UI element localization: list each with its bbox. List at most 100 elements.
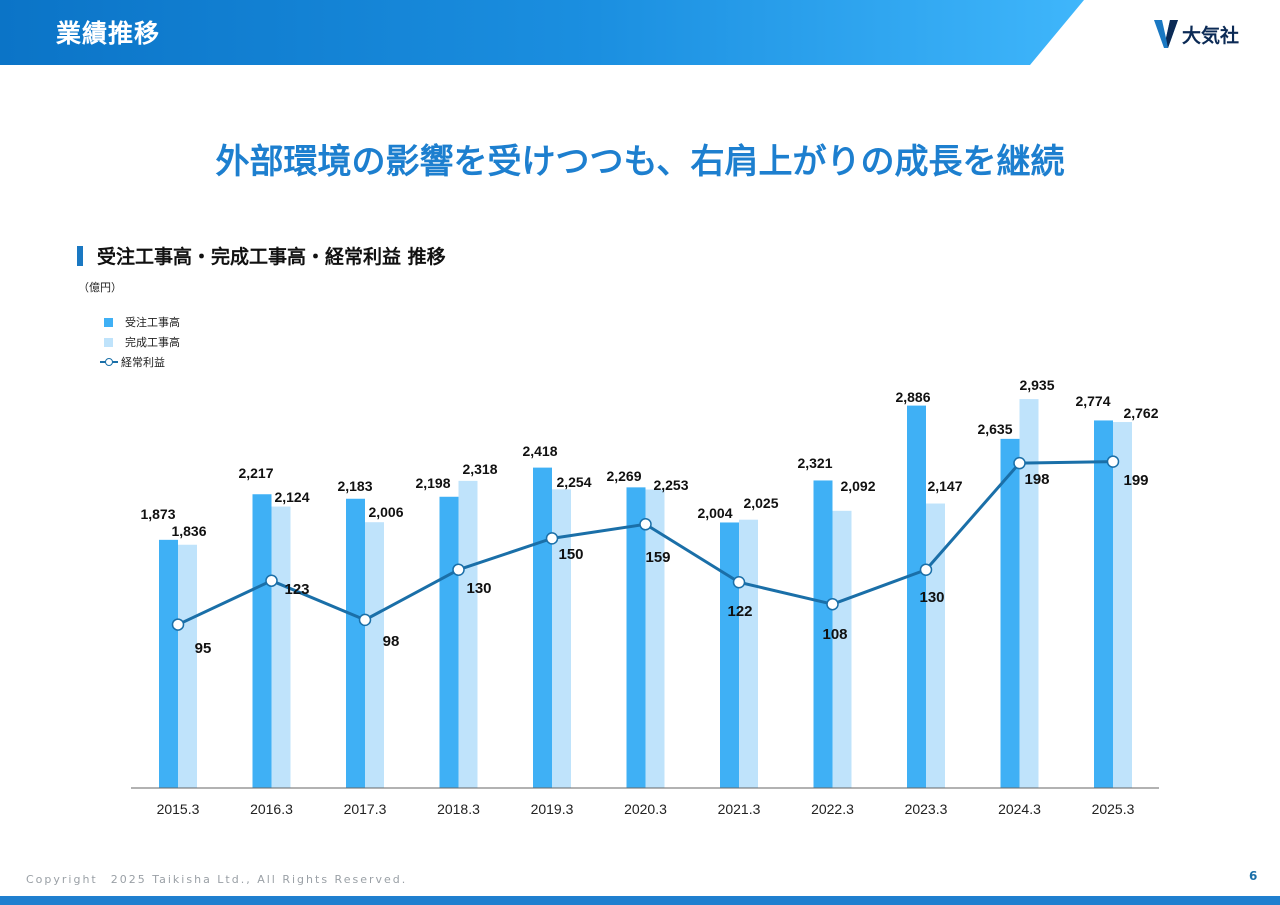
data-label-profit: 150 [558, 546, 583, 563]
data-label-completed: 2,762 [1123, 405, 1158, 421]
bar-orders [252, 494, 272, 788]
profit-point [545, 532, 559, 545]
data-label-profit: 123 [284, 581, 309, 598]
bar-completed [271, 506, 291, 788]
bar-completed [1019, 399, 1039, 788]
profit-point [639, 518, 652, 531]
x-tick-label: 2024.3 [998, 801, 1041, 817]
data-label-profit: 198 [1024, 471, 1049, 488]
data-label-orders: 2,217 [238, 465, 273, 481]
bar-orders [907, 405, 926, 788]
profit-point [171, 618, 185, 631]
profit-point [1013, 456, 1026, 470]
company-logo: 大気社 [1152, 18, 1239, 50]
logo-text: 大気社 [1182, 24, 1240, 47]
section-title: 受注工事高・完成工事高・経常利益 推移 [77, 242, 446, 269]
x-tick-label: 2018.3 [437, 801, 480, 817]
bar-orders [346, 498, 365, 788]
data-label-completed: 2,025 [743, 495, 778, 511]
data-label-profit: 130 [466, 580, 491, 597]
data-label-completed: 2,092 [840, 478, 875, 494]
bar-completed [365, 522, 384, 788]
legend-swatch-completed [104, 337, 113, 347]
section-marker [77, 245, 83, 266]
data-label-profit: 95 [195, 640, 212, 657]
data-label-completed: 1,836 [171, 523, 206, 539]
data-label-profit: 98 [383, 633, 400, 650]
data-label-orders: 2,198 [415, 475, 450, 491]
copyright: Copyright 2025 Taikisha Ltd., All Rights… [26, 873, 408, 886]
chart-legend: 受注工事高 完成工事高 経常利益 [100, 312, 180, 372]
data-label-orders: 2,004 [697, 505, 732, 521]
bar-completed [1113, 422, 1132, 788]
data-label-completed: 2,147 [927, 478, 962, 494]
legend-item-profit: 経常利益 [100, 352, 180, 372]
data-label-completed: 2,253 [653, 477, 688, 493]
bar-completed [832, 510, 852, 788]
unit-label: （億円） [78, 281, 122, 294]
data-label-profit: 130 [919, 589, 944, 606]
bar-completed [645, 489, 665, 788]
data-label-completed: 2,124 [274, 489, 309, 505]
legend-swatch-orders [104, 317, 113, 327]
data-label-orders: 2,321 [797, 455, 832, 471]
x-tick-label: 2021.3 [718, 801, 761, 817]
x-tick-label: 2023.3 [905, 801, 948, 817]
bar-orders [720, 522, 739, 788]
page-header-title: 業績推移 [56, 19, 161, 48]
x-tick-label: 2022.3 [811, 801, 854, 817]
bar-orders [1094, 420, 1113, 788]
legend-item-orders: 受注工事高 [104, 312, 180, 332]
x-tick-label: 2020.3 [624, 801, 667, 817]
bar-completed [739, 519, 758, 788]
bar-completed [178, 544, 197, 788]
legend-label-completed: 完成工事高 [125, 336, 180, 349]
x-tick-label: 2017.3 [344, 801, 387, 817]
profit-point [452, 563, 465, 576]
bar-orders [533, 467, 552, 788]
page-number: 6 [1249, 869, 1258, 883]
profit-point [265, 574, 278, 587]
data-label-orders: 1,873 [140, 506, 175, 522]
profit-point [1106, 455, 1120, 468]
bar-orders [1000, 438, 1020, 788]
bar-orders [626, 487, 646, 788]
x-tick-label: 2016.3 [250, 801, 293, 817]
bar-completed [458, 480, 478, 788]
bar-orders [159, 539, 178, 788]
data-label-profit: 199 [1123, 472, 1148, 489]
legend-item-completed: 完成工事高 [104, 332, 180, 352]
legend-label-orders: 受注工事高 [125, 316, 180, 329]
logo-mark-icon [1154, 20, 1178, 48]
bar-orders [813, 480, 833, 788]
profit-point [358, 613, 372, 627]
bar-completed [926, 503, 945, 788]
data-label-orders: 2,183 [337, 478, 372, 494]
data-label-completed: 2,318 [462, 461, 497, 477]
legend-line-marker-icon [100, 357, 118, 367]
section-title-text: 受注工事高・完成工事高・経常利益 推移 [97, 246, 446, 268]
data-label-profit: 159 [645, 549, 670, 566]
profit-point [826, 597, 839, 611]
header-band [0, 0, 1084, 65]
legend-label-profit: 経常利益 [121, 356, 165, 369]
footer-band [0, 896, 1280, 905]
data-label-completed: 2,254 [556, 474, 591, 490]
data-label-orders: 2,418 [522, 443, 557, 459]
bar-orders [439, 496, 459, 788]
headline: 外部環境の影響を受けつつも、右肩上がりの成長を継続 [215, 142, 1065, 182]
x-tick-label: 2019.3 [531, 801, 574, 817]
data-label-profit: 122 [727, 603, 752, 620]
bar-completed [552, 489, 571, 788]
data-label-completed: 2,006 [368, 504, 403, 520]
data-label-orders: 2,269 [606, 468, 641, 484]
x-tick-label: 2015.3 [157, 801, 200, 817]
x-tick-label: 2025.3 [1092, 801, 1135, 817]
data-label-orders: 2,886 [895, 389, 930, 405]
data-label-orders: 2,774 [1075, 393, 1110, 409]
data-label-completed: 2,935 [1019, 377, 1054, 393]
data-label-profit: 108 [822, 626, 847, 643]
profit-point [732, 576, 746, 589]
profit-point [919, 563, 933, 576]
